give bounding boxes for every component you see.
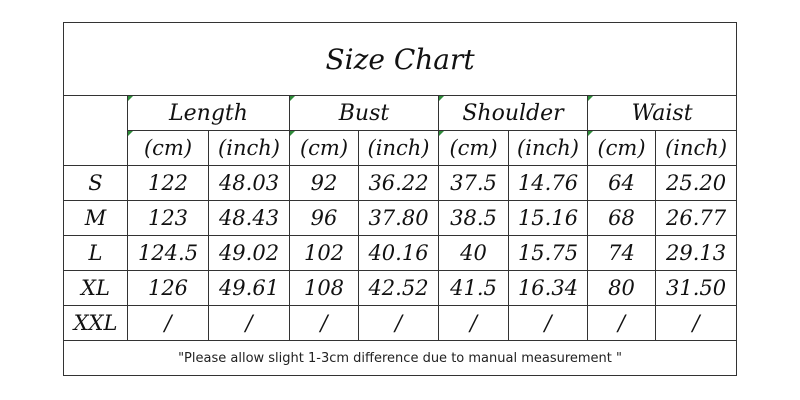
unit-header: (inch) bbox=[358, 130, 439, 166]
group-header: Shoulder bbox=[438, 95, 588, 131]
measure-cell: / bbox=[208, 305, 290, 341]
unit-row: (cm) (inch) (cm) (inch) (cm) (inch) (cm) (inch) bbox=[64, 130, 738, 166]
measure-cell: 49.61 bbox=[208, 270, 290, 306]
measure-cell: 68 bbox=[587, 200, 656, 236]
measure-cell: 48.03 bbox=[208, 165, 290, 201]
measure-cell: 15.16 bbox=[508, 200, 588, 236]
unit-header: (cm) bbox=[438, 130, 509, 166]
unit-header: (cm) bbox=[289, 130, 359, 166]
measure-cell: / bbox=[654, 305, 738, 341]
title-row: Size Chart bbox=[62, 22, 738, 96]
measure-cell: 123 bbox=[127, 200, 209, 236]
group-header: Waist bbox=[586, 95, 738, 131]
note-row: "Please allow slight 1-3cm difference du… bbox=[62, 340, 738, 376]
table-body: Size Chart Length Bust Shoulder Waist (cm) (i… bbox=[62, 22, 738, 376]
measure-cell: 108 bbox=[289, 270, 359, 306]
measure-cell: 25.20 bbox=[654, 165, 738, 201]
measure-cell: 102 bbox=[289, 235, 359, 271]
measure-cell: 64 bbox=[587, 165, 656, 201]
size-row: S 122 48.03 92 36.22 37.5 14.76 64 25.20 bbox=[63, 165, 738, 201]
measure-cell: 124.5 bbox=[127, 235, 209, 271]
measure-cell: 40 bbox=[438, 235, 509, 271]
measure-cell: 16.34 bbox=[508, 270, 588, 306]
measure-cell: 26.77 bbox=[654, 200, 738, 236]
size-label: M bbox=[63, 200, 128, 236]
measure-cell: / bbox=[358, 305, 439, 341]
group-header: Bust bbox=[289, 95, 439, 131]
title: Size Chart bbox=[62, 22, 738, 96]
group-header: Length bbox=[127, 95, 290, 131]
corner-cell bbox=[63, 95, 128, 166]
measure-cell: / bbox=[587, 305, 656, 341]
size-chart-table: Size Chart Length Bust Shoulder Waist (cm) (i… bbox=[62, 22, 738, 376]
size-row: M 123 48.43 96 37.80 38.5 15.16 68 26.77 bbox=[63, 200, 738, 236]
size-label: L bbox=[63, 235, 128, 271]
unit-header: (inch) bbox=[208, 130, 290, 166]
measure-cell: 42.52 bbox=[358, 270, 439, 306]
measure-cell: 15.75 bbox=[508, 235, 588, 271]
size-label: XXL bbox=[63, 305, 128, 341]
measure-cell: 41.5 bbox=[438, 270, 509, 306]
measure-cell: 37.80 bbox=[358, 200, 439, 236]
measure-cell: 122 bbox=[127, 165, 209, 201]
measure-cell: 40.16 bbox=[358, 235, 439, 271]
measure-cell: / bbox=[127, 305, 209, 341]
measure-cell: / bbox=[289, 305, 359, 341]
measure-cell: 38.5 bbox=[438, 200, 509, 236]
size-label: S bbox=[63, 165, 128, 201]
measure-cell: 29.13 bbox=[654, 235, 738, 271]
measure-cell: 37.5 bbox=[438, 165, 509, 201]
measure-cell: / bbox=[508, 305, 588, 341]
measure-cell: 80 bbox=[587, 270, 656, 306]
measure-cell: 74 bbox=[587, 235, 656, 271]
unit-header: (inch) bbox=[508, 130, 588, 166]
size-label: XL bbox=[63, 270, 128, 306]
unit-header: (inch) bbox=[654, 130, 738, 166]
measure-cell: 48.43 bbox=[208, 200, 290, 236]
note: "Please allow slight 1-3cm difference du… bbox=[62, 340, 738, 376]
measure-cell: 92 bbox=[289, 165, 359, 201]
measure-cell: 31.50 bbox=[654, 270, 738, 306]
unit-header: (cm) bbox=[587, 130, 656, 166]
size-row: L 124.5 49.02 102 40.16 40 15.75 74 29.13 bbox=[63, 235, 738, 271]
unit-header: (cm) bbox=[127, 130, 209, 166]
measure-cell: 49.02 bbox=[208, 235, 290, 271]
group-row: Length Bust Shoulder Waist bbox=[63, 95, 738, 166]
size-row: XXL / / / / / / / / bbox=[63, 305, 738, 341]
size-row: XL 126 49.61 108 42.52 41.5 16.34 80 31.50 bbox=[63, 270, 738, 306]
measure-cell: 14.76 bbox=[508, 165, 588, 201]
measure-cell: 96 bbox=[289, 200, 359, 236]
measure-cell: 126 bbox=[127, 270, 209, 306]
measure-cell: / bbox=[438, 305, 509, 341]
measure-cell: 36.22 bbox=[358, 165, 439, 201]
